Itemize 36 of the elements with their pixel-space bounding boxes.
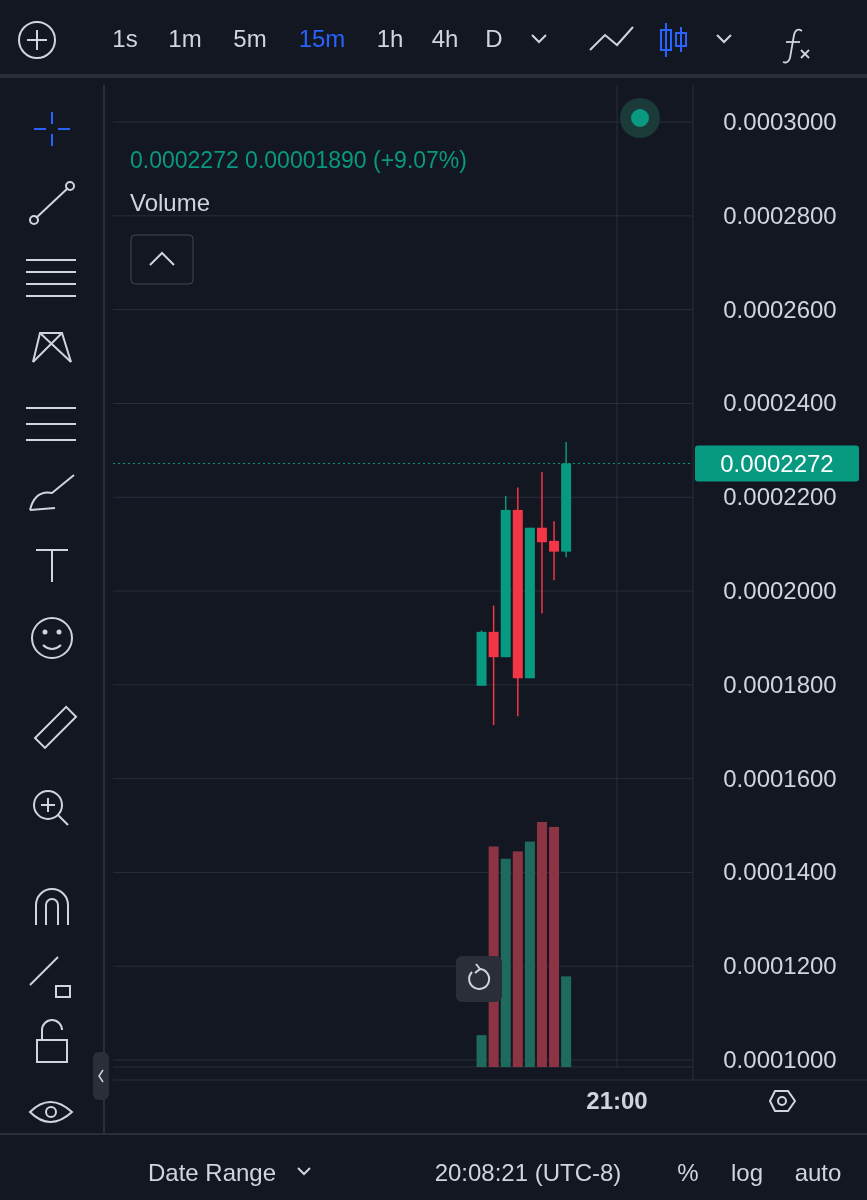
y-tick-label: 0.0002400 (723, 389, 837, 417)
bar (500, 858, 511, 1067)
candlestick (549, 520, 560, 581)
text: 0.0002272 0.00001890 (+9.07%) (130, 147, 467, 173)
annotation: Volume (130, 189, 211, 216)
bar (476, 1035, 487, 1067)
y-tick-label: 0.0001400 (723, 858, 837, 886)
bar (549, 826, 560, 1067)
text: 1s (112, 25, 138, 52)
text: 15m (298, 25, 346, 52)
y-tick-label: 0.0002800 (723, 201, 837, 229)
text: D (485, 25, 503, 52)
text: 5m (233, 25, 267, 52)
y-tick-label: 0.0002000 (723, 577, 837, 605)
text: 20:08:21 (UTC-8) (434, 1159, 622, 1186)
bar (512, 851, 523, 1067)
text: 1h (376, 25, 404, 52)
text: 1m (168, 25, 202, 52)
text: % (677, 1159, 699, 1186)
text: 21:00 (586, 1087, 648, 1114)
text: 4h (431, 25, 459, 52)
bar (536, 822, 547, 1067)
bar (561, 976, 572, 1067)
bar (524, 841, 535, 1067)
candlestick (536, 471, 547, 615)
ref-line-label: 0.0002272 (720, 450, 834, 478)
y-tick-label: 0.0001600 (723, 764, 837, 792)
y-tick-label: 0.0003000 (723, 108, 837, 136)
y-tick-label: 0.0001200 (723, 952, 837, 980)
y-tick-label: 0.0001800 (723, 670, 837, 698)
y-tick-label: 0.0002200 (723, 483, 837, 511)
text: log (730, 1159, 764, 1186)
y-tick-label: 0.0001000 (723, 1046, 837, 1074)
text: auto (794, 1159, 842, 1186)
y-tick-label: 0.0002600 (723, 295, 837, 323)
text: Date Range (147, 1159, 277, 1186)
